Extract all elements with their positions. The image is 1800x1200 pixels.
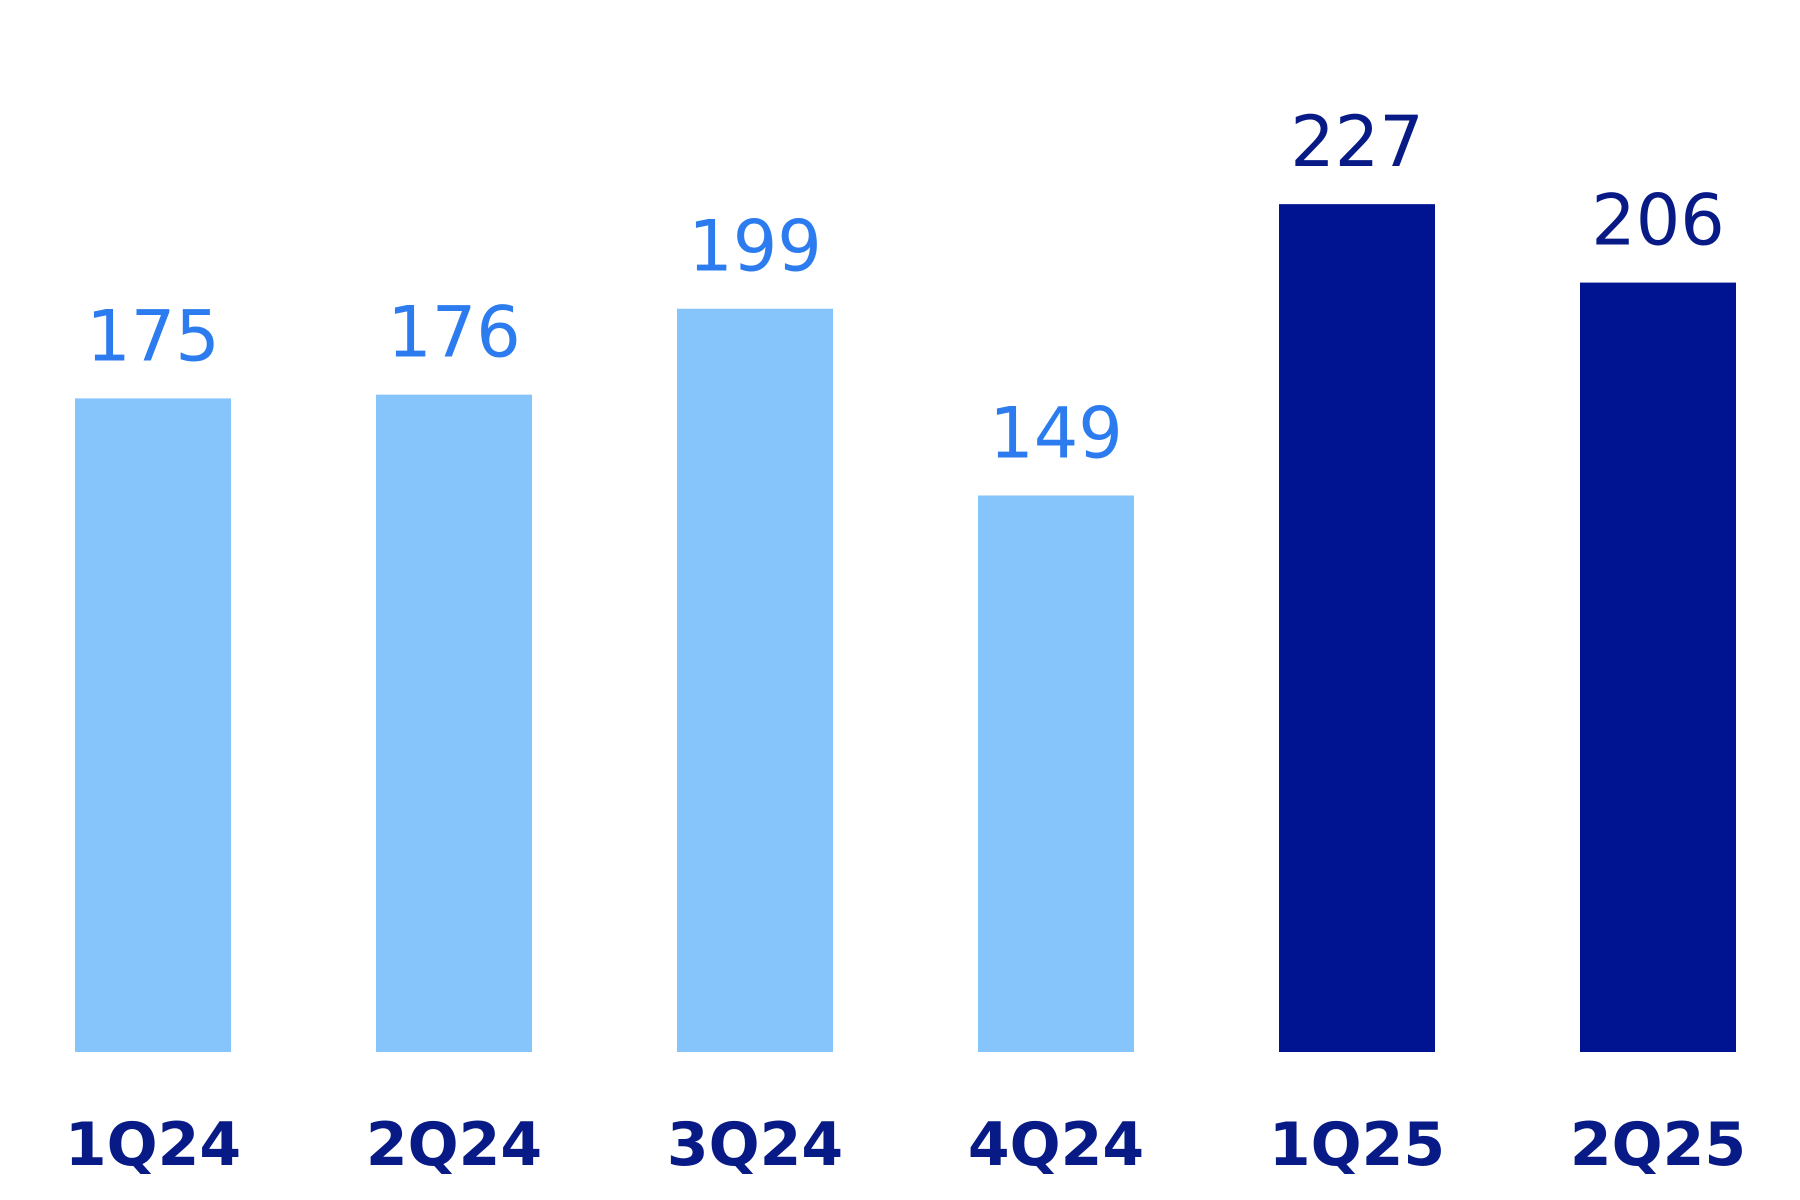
value-label-2Q25: 206 [1591, 180, 1725, 262]
bar-2Q25 [1580, 282, 1736, 1053]
bar-3Q24 [677, 308, 833, 1052]
category-label-1Q25: 1Q25 [1269, 1110, 1445, 1180]
value-label-2Q24: 176 [387, 292, 521, 374]
value-label-1Q24: 175 [86, 295, 220, 377]
bar-1Q24 [75, 398, 231, 1052]
value-label-1Q25: 227 [1290, 101, 1424, 183]
value-label-3Q24: 199 [688, 206, 822, 288]
bar-4Q24 [978, 495, 1134, 1052]
category-label-4Q24: 4Q24 [968, 1110, 1144, 1180]
category-label-1Q24: 1Q24 [65, 1110, 241, 1180]
value-label-4Q24: 149 [989, 392, 1123, 474]
category-label-2Q25: 2Q25 [1570, 1110, 1746, 1180]
category-label-3Q24: 3Q24 [667, 1110, 843, 1180]
category-label-2Q24: 2Q24 [366, 1110, 542, 1180]
bar-2Q24 [376, 394, 532, 1052]
bar-1Q25 [1279, 204, 1435, 1052]
